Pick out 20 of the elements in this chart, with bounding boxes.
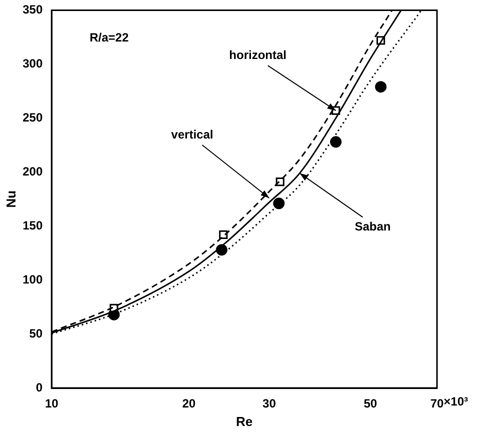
x-tick-label: 70 <box>430 396 444 411</box>
x-tick-label: 20 <box>182 396 196 411</box>
y-tick-label: 150 <box>22 218 43 232</box>
y-tick-label: 200 <box>22 164 43 178</box>
y-tick-label: 0 <box>36 380 43 394</box>
x-tick-label: 50 <box>364 396 378 411</box>
x-tick-label: 10 <box>44 396 59 411</box>
text: ×10³ <box>444 394 468 408</box>
x-axis-title: Re <box>236 414 253 429</box>
y-tick-label: 300 <box>22 56 43 70</box>
y-axis-title: Nu <box>3 190 18 208</box>
y-tick-label: 250 <box>22 110 43 124</box>
y-tick-label: 100 <box>22 272 43 286</box>
annotation: Saban <box>354 220 391 234</box>
annotation: vertical <box>171 127 214 142</box>
x-tick-label: 30 <box>262 396 276 411</box>
annotation: R/a=22 <box>90 30 129 45</box>
y-tick-label: 50 <box>29 326 43 340</box>
y-tick-label: 350 <box>22 2 43 17</box>
annotation: horizontal <box>229 48 286 62</box>
